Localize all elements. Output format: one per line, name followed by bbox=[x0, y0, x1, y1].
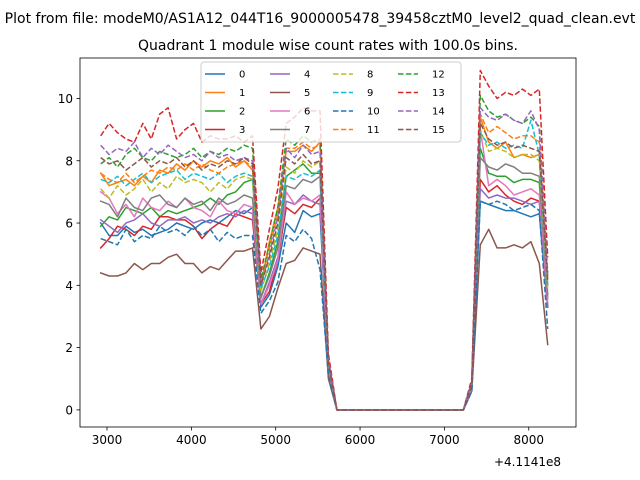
legend-label-6: 6 bbox=[304, 107, 310, 118]
series-layer bbox=[99, 69, 549, 411]
y-axis: 0 2 4 6 8 10 bbox=[58, 92, 80, 417]
legend-label-7: 7 bbox=[304, 125, 310, 136]
legend-label-0: 0 bbox=[239, 70, 245, 81]
x-tick-label: 8000 bbox=[513, 433, 544, 447]
legend-label-3: 3 bbox=[239, 125, 245, 136]
legend-label-4: 4 bbox=[304, 70, 310, 81]
series-line-14 bbox=[100, 107, 549, 411]
legend-label-13: 13 bbox=[432, 88, 445, 99]
legend-label-8: 8 bbox=[367, 70, 373, 81]
legend-label-14: 14 bbox=[432, 107, 445, 118]
chart-title: Quadrant 1 module wise count rates with … bbox=[138, 38, 518, 54]
legend-label-5: 5 bbox=[304, 88, 310, 99]
y-tick-label: 6 bbox=[65, 217, 73, 231]
y-tick-label: 0 bbox=[65, 403, 73, 417]
x-tick-label: 7000 bbox=[429, 433, 460, 447]
y-tick-label: 2 bbox=[65, 341, 73, 355]
legend-label-2: 2 bbox=[239, 107, 245, 118]
x-tick-label: 5000 bbox=[260, 433, 291, 447]
legend-label-15: 15 bbox=[432, 125, 445, 136]
axes-frame bbox=[79, 57, 577, 428]
y-tick-label: 8 bbox=[65, 154, 73, 168]
figure-suptitle: Plot from file: modeM0/AS1A12_044T16_900… bbox=[5, 11, 636, 27]
x-tick-label: 4000 bbox=[176, 433, 207, 447]
series-line-13 bbox=[100, 69, 549, 411]
series-line-15 bbox=[100, 122, 549, 411]
legend-label-1: 1 bbox=[239, 88, 245, 99]
legend-label-10: 10 bbox=[367, 107, 380, 118]
legend-label-12: 12 bbox=[432, 70, 445, 81]
x-tick-label: 3000 bbox=[92, 433, 123, 447]
legend-label-9: 9 bbox=[367, 88, 373, 99]
x-tick-label: 6000 bbox=[345, 433, 376, 447]
x-axis: 3000 4000 5000 6000 7000 8000 bbox=[92, 427, 544, 447]
y-tick-label: 10 bbox=[58, 92, 73, 106]
legend-label-11: 11 bbox=[367, 125, 380, 136]
series-line-10 bbox=[100, 200, 549, 411]
legend-box bbox=[200, 61, 462, 143]
x-axis-offset-label: +4.1141e8 bbox=[494, 455, 561, 469]
y-tick-label: 4 bbox=[65, 279, 73, 293]
